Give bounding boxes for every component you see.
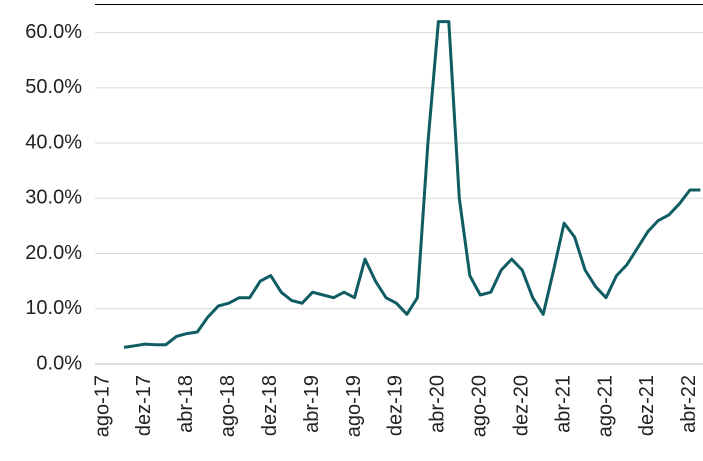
x-tick-label: ago-18 <box>217 375 239 437</box>
x-tick-label: dez-21 <box>636 375 658 436</box>
x-tick-label: dez-19 <box>385 375 407 436</box>
x-tick-label: abr-22 <box>678 375 700 433</box>
y-tick-label: 0.0% <box>36 352 82 374</box>
x-tick-label: ago-21 <box>594 375 616 437</box>
y-tick-label: 20.0% <box>25 242 82 264</box>
x-tick-label: ago-19 <box>343 375 365 437</box>
y-tick-label: 40.0% <box>25 131 82 153</box>
y-tick-label: 50.0% <box>25 76 82 98</box>
x-tick-label: dez-20 <box>510 375 532 436</box>
x-tick-label: ago-17 <box>91 375 113 437</box>
y-tick-label: 10.0% <box>25 297 82 319</box>
x-tick-label: abr-19 <box>301 375 323 433</box>
y-tick-label: 30.0% <box>25 187 82 209</box>
x-tick-label: dez-18 <box>259 375 281 436</box>
y-tick-label: 60.0% <box>25 21 82 43</box>
x-tick-label: abr-18 <box>175 375 197 433</box>
x-tick-label: abr-21 <box>552 375 574 433</box>
x-tick-label: dez-17 <box>133 375 155 436</box>
x-tick-label: abr-20 <box>427 375 449 433</box>
x-tick-label: ago-20 <box>469 375 491 437</box>
data-line <box>123 20 701 349</box>
